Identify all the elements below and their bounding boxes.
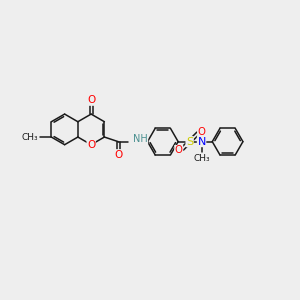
Text: CH₃: CH₃ — [193, 154, 210, 163]
Text: O: O — [198, 127, 206, 137]
Text: S: S — [186, 136, 193, 147]
Text: O: O — [87, 140, 95, 150]
Text: O: O — [114, 150, 122, 160]
Text: NH: NH — [133, 134, 148, 144]
Text: O: O — [87, 95, 95, 105]
Text: O: O — [175, 146, 183, 155]
Text: CH₃: CH₃ — [21, 133, 38, 142]
Text: N: N — [197, 136, 206, 147]
